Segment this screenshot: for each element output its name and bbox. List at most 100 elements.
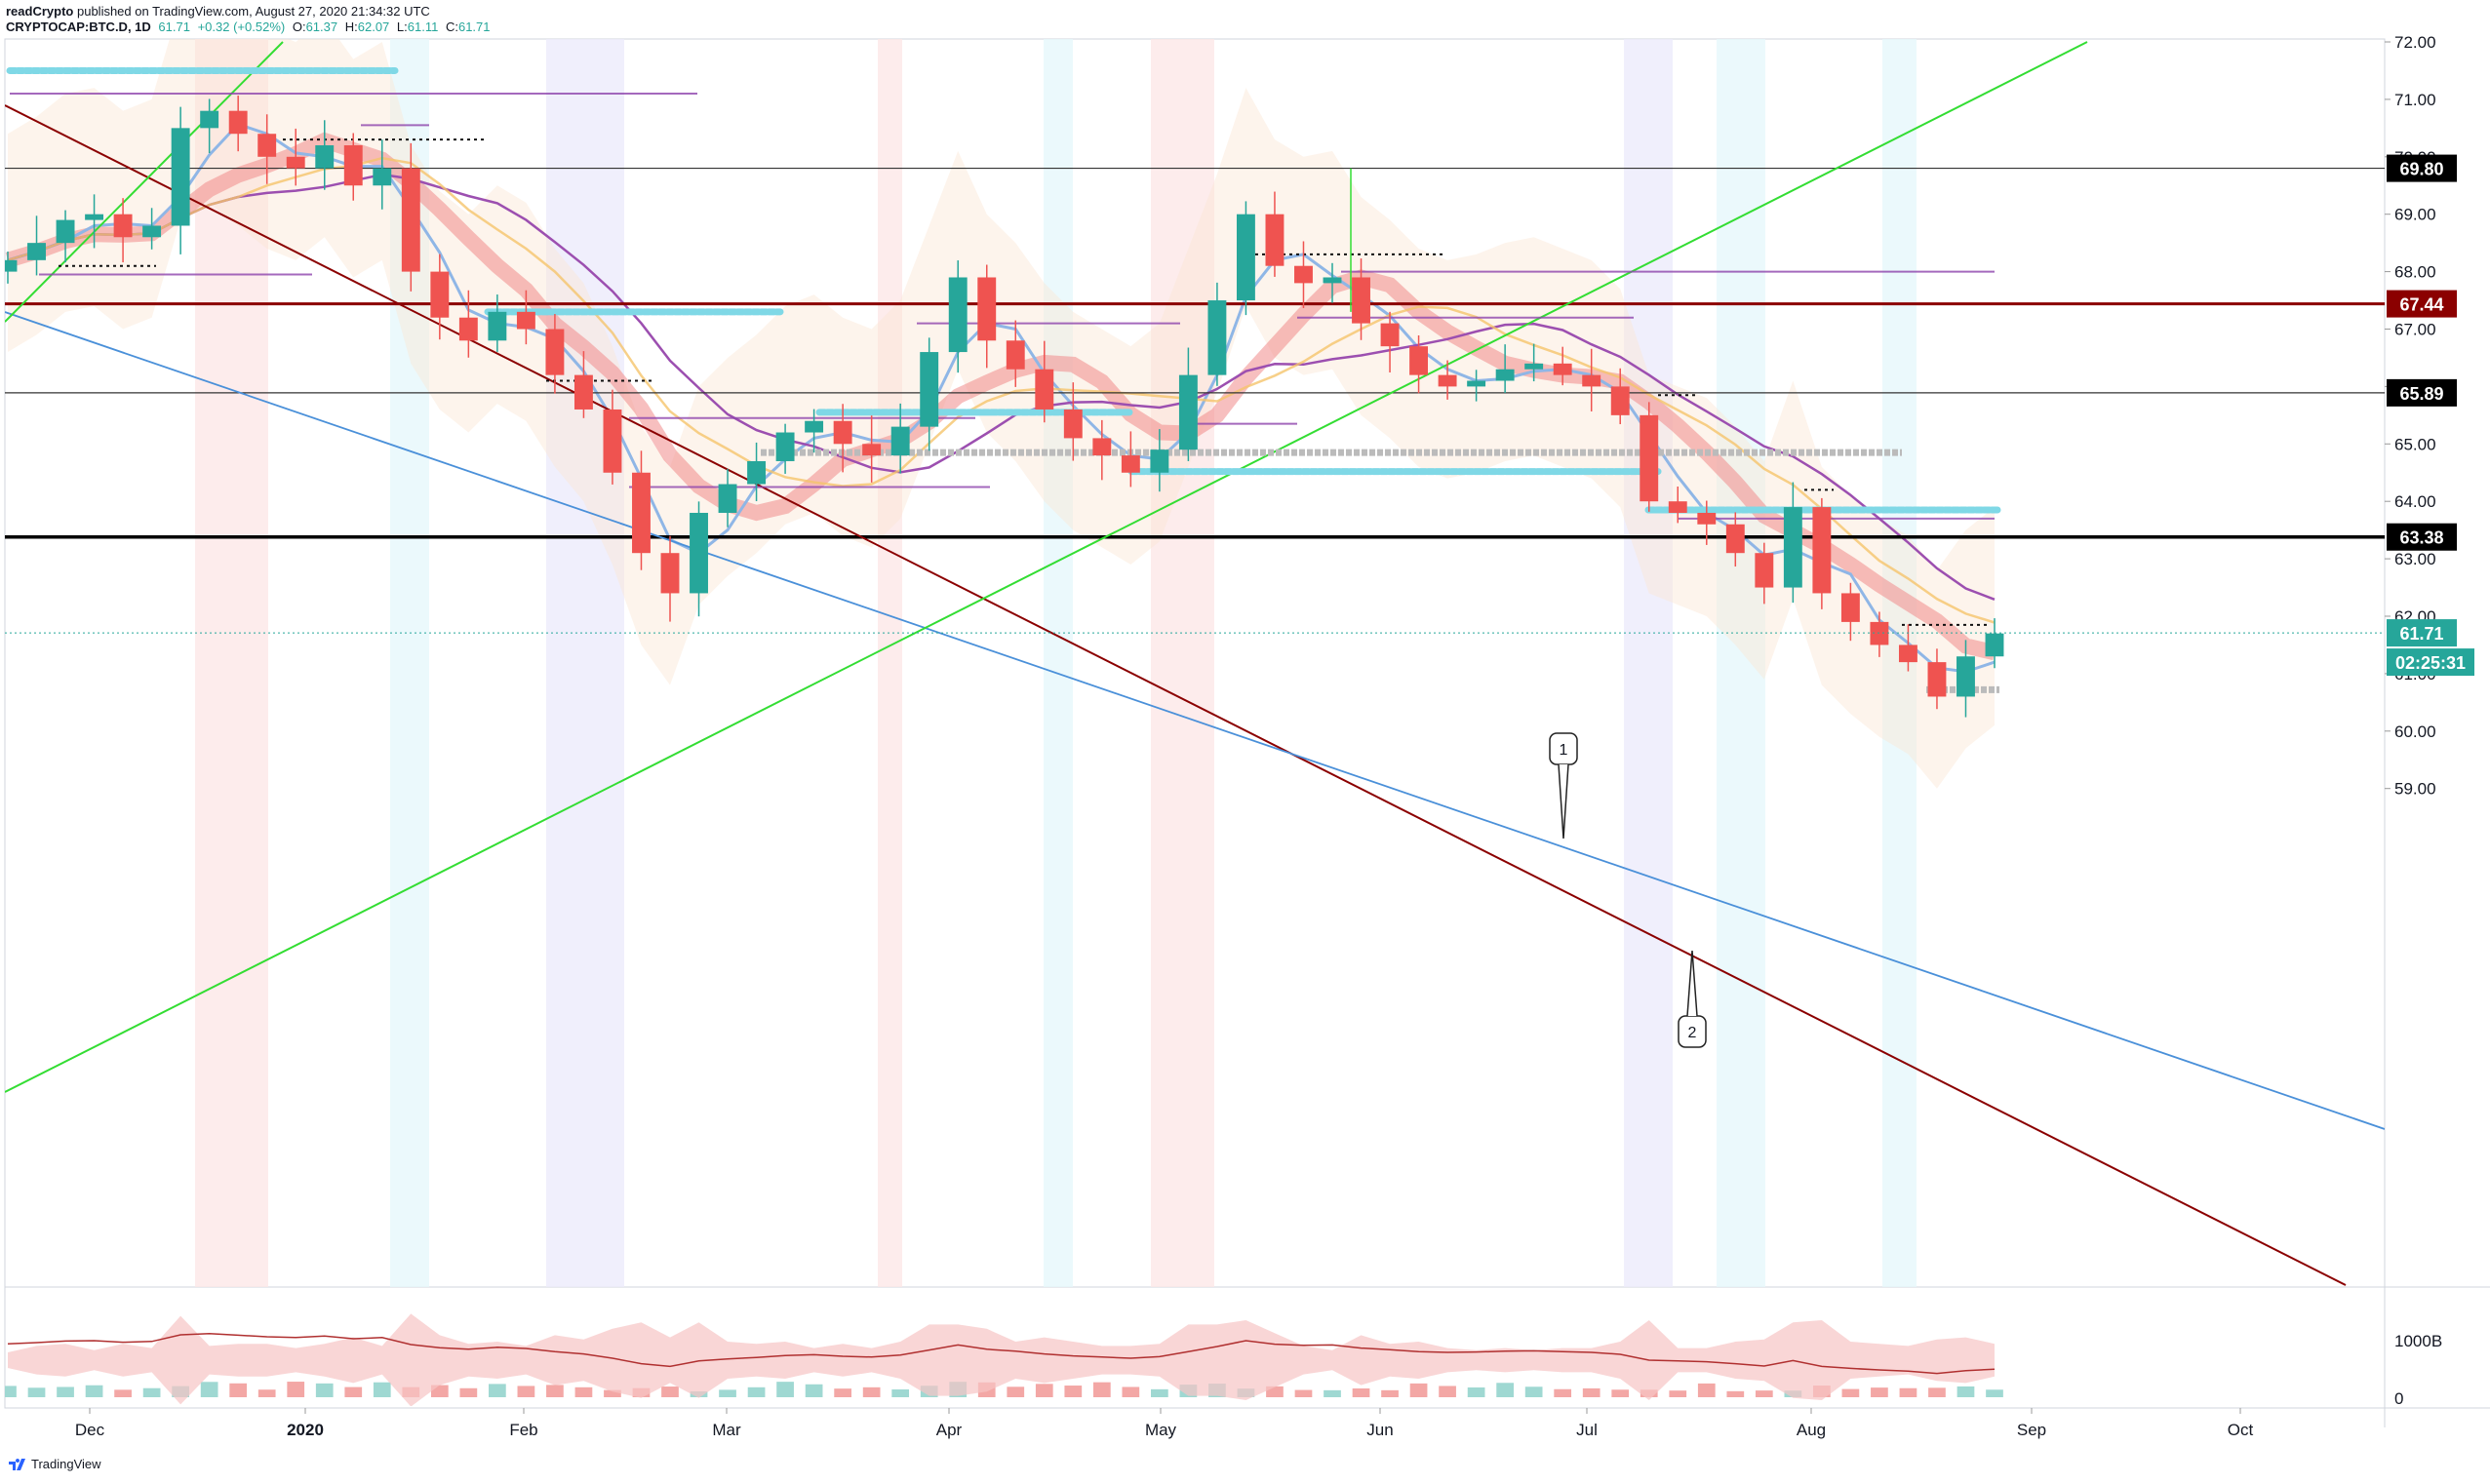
candle-body (228, 110, 248, 135)
candle-body (747, 460, 767, 485)
candle-body (1840, 593, 1860, 622)
volume-bar (1035, 1384, 1053, 1397)
volume-bar (5, 1386, 17, 1397)
footer-brand[interactable]: TradingView (8, 1457, 101, 1471)
candle-body (1092, 438, 1112, 456)
candle-body (1265, 214, 1285, 266)
price-tick-label: 67.00 (2394, 321, 2436, 339)
blue-trendline (5, 311, 2385, 1130)
volume-bar (1986, 1389, 2003, 1397)
oscillator-line (7, 1333, 1996, 1375)
date-tick-label: 2020 (287, 1421, 324, 1439)
volume-bar (142, 1387, 161, 1397)
candle-body (1725, 524, 1745, 554)
candle-body (171, 128, 190, 226)
price-tick-label: 60.00 (2394, 722, 2436, 741)
volume-bar (85, 1385, 103, 1397)
volume-bar (114, 1389, 132, 1397)
volume-bar (805, 1384, 823, 1397)
candle-body (1927, 662, 1947, 697)
level-price-tag (2387, 154, 2457, 182)
candle-body (1150, 449, 1169, 473)
high-value: 62.07 (357, 20, 390, 34)
volume-bar (517, 1386, 535, 1397)
level-price-tag-label: 63.38 (2399, 528, 2443, 548)
candle-body (1668, 501, 1687, 513)
candle-body (1697, 512, 1717, 525)
candle-body (27, 243, 46, 260)
volume-bar (1092, 1382, 1111, 1397)
candle-body (142, 225, 162, 238)
volume-bar (1841, 1388, 1860, 1397)
candle-body (488, 311, 507, 341)
candle-body (833, 420, 852, 445)
candle-body (1178, 374, 1198, 450)
volume-bar (776, 1382, 794, 1397)
candle-body (1207, 300, 1227, 375)
volume-bar (1007, 1386, 1025, 1397)
chart-header: readCrypto published on TradingView.com,… (6, 4, 494, 35)
level-price-tag-label: 69.80 (2399, 160, 2443, 179)
level-price-tag (2387, 290, 2457, 318)
candle-body (343, 145, 363, 186)
volume-bar (57, 1386, 74, 1397)
dark-red-trendline (5, 104, 2347, 1286)
symbol-label: CRYPTOCAP:BTC.D, 1D (6, 20, 151, 34)
close-label: C: (445, 20, 458, 34)
candle-body (718, 484, 737, 513)
callout-pointer (1686, 950, 1698, 1017)
close-value: 61.71 (457, 20, 491, 34)
callout-label: 1 (1560, 742, 1568, 759)
candle-body (1985, 633, 2004, 657)
candle-body (545, 329, 565, 375)
time-axis[interactable]: Dec 2020 Feb Mar Apr May Jun Jul Aug Sep Oct (75, 1408, 2254, 1439)
candle-body (1063, 409, 1083, 439)
candle-body (1870, 621, 1889, 645)
volume-bar (1439, 1386, 1456, 1397)
volume-bar (257, 1389, 276, 1397)
annotations: 12 (1549, 732, 1707, 1048)
volume-bar (1582, 1387, 1601, 1397)
candle-body (200, 110, 219, 129)
volume-bar (1409, 1383, 1428, 1397)
candle-body (458, 317, 478, 341)
candle-body (690, 512, 708, 594)
cloud-band (8, 39, 1995, 789)
volume-bar (373, 1382, 391, 1397)
date-tick-label: Dec (75, 1421, 105, 1439)
price-axis[interactable]: 72.0071.0070.0069.0068.0067.0066.0065.00… (2385, 33, 2442, 1408)
volume-bar (891, 1388, 910, 1397)
brand-label: TradingView (31, 1457, 101, 1471)
date-tick-label: Jul (1576, 1421, 1598, 1439)
candle-body (1236, 214, 1255, 301)
volume-bar (1697, 1383, 1716, 1397)
candle-body (401, 168, 420, 272)
volume-bar (1151, 1388, 1168, 1397)
candle-body (516, 311, 535, 330)
volume-bar (1064, 1386, 1083, 1397)
highlight-band (546, 39, 624, 1287)
candle-body (1610, 386, 1630, 415)
volume-bar (1294, 1389, 1313, 1397)
candle-body (1582, 374, 1601, 387)
candle-body (113, 214, 133, 238)
volume-bar (604, 1389, 621, 1397)
volume-bar (1726, 1390, 1745, 1397)
candle-body (1898, 644, 1917, 663)
price-tick-label: 72.00 (2394, 33, 2436, 52)
candle-body (315, 145, 335, 169)
published-text: published on TradingView.com, August 27,… (76, 4, 430, 19)
volume-bar (1266, 1386, 1284, 1397)
volume-bar (1899, 1387, 1917, 1397)
candle-body (1409, 346, 1429, 375)
candle-body (373, 168, 392, 186)
last-price-tag-label: 61.71 (2399, 624, 2443, 644)
candle-body (1438, 374, 1457, 387)
highlight-band (1151, 39, 1214, 1287)
candle-body (1006, 340, 1025, 370)
level-price-tag (2387, 523, 2457, 551)
volume-bar (747, 1386, 766, 1397)
price-tick-label: 65.00 (2394, 435, 2436, 453)
date-tick-label: Oct (2228, 1421, 2254, 1439)
